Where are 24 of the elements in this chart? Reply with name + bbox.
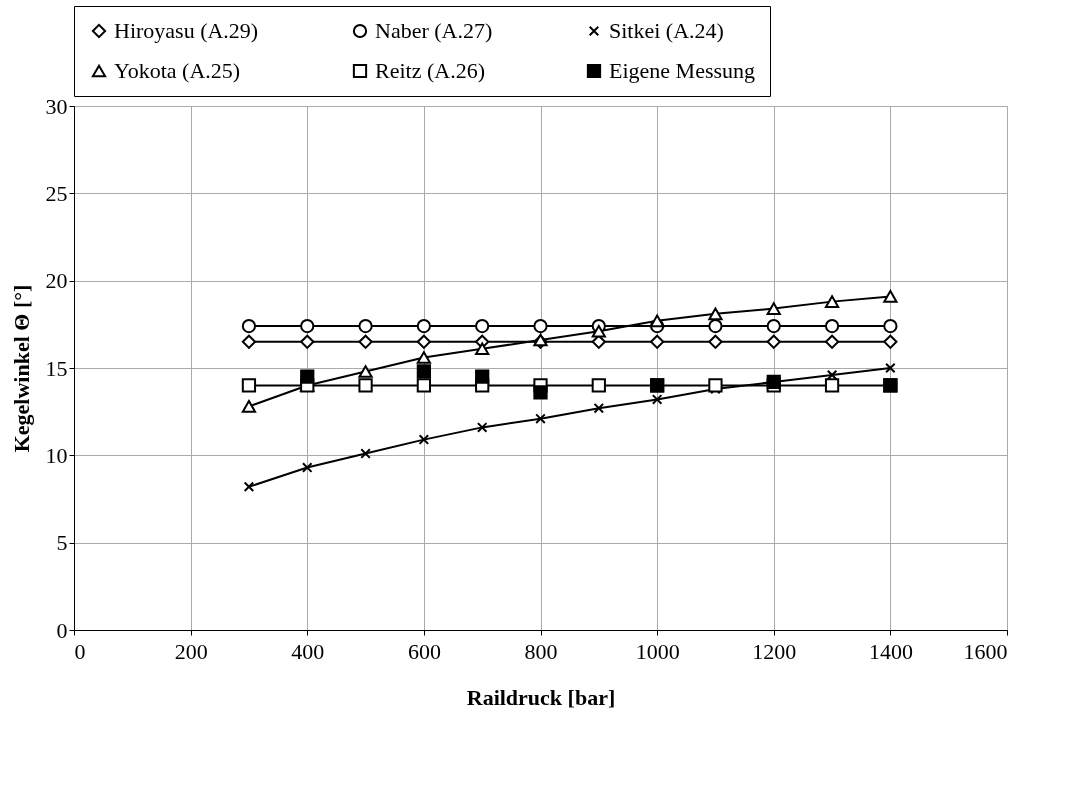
y-tick-label: 5 — [56, 530, 68, 556]
legend-label: Eigene Messung — [609, 58, 756, 83]
legend-label: Reitz (A.26) — [375, 58, 485, 83]
legend-label: Yokota (A.25) — [114, 58, 241, 83]
x-tick-label: 1400 — [868, 638, 913, 664]
y-axis-title: Kegelwinkel Θ [°] — [8, 284, 34, 453]
y-tick-label: 20 — [45, 268, 68, 294]
y-tick-label: 15 — [45, 355, 68, 381]
x-tick-label: 1600 — [963, 638, 1008, 664]
legend-label: Sitkei (A.24) — [609, 18, 724, 43]
x-tick-label: 600 — [407, 638, 441, 664]
x-axis-title: Raildruck [bar] — [466, 684, 616, 710]
legend-label: Hiroyasu (A.29) — [114, 18, 259, 43]
x-tick-label: 1200 — [752, 638, 797, 664]
legend-label: Naber (A.27) — [375, 18, 493, 43]
x-tick-label: 800 — [524, 638, 558, 664]
x-tick-label: 400 — [291, 638, 325, 664]
x-tick-label: 1000 — [635, 638, 680, 664]
y-tick-label: 10 — [45, 442, 68, 468]
y-tick-label: 30 — [45, 93, 68, 119]
y-tick-label: 25 — [45, 180, 68, 206]
x-tick-label: 0 — [74, 638, 86, 664]
x-tick-label: 200 — [174, 638, 208, 664]
y-tick-label: 0 — [56, 617, 68, 643]
